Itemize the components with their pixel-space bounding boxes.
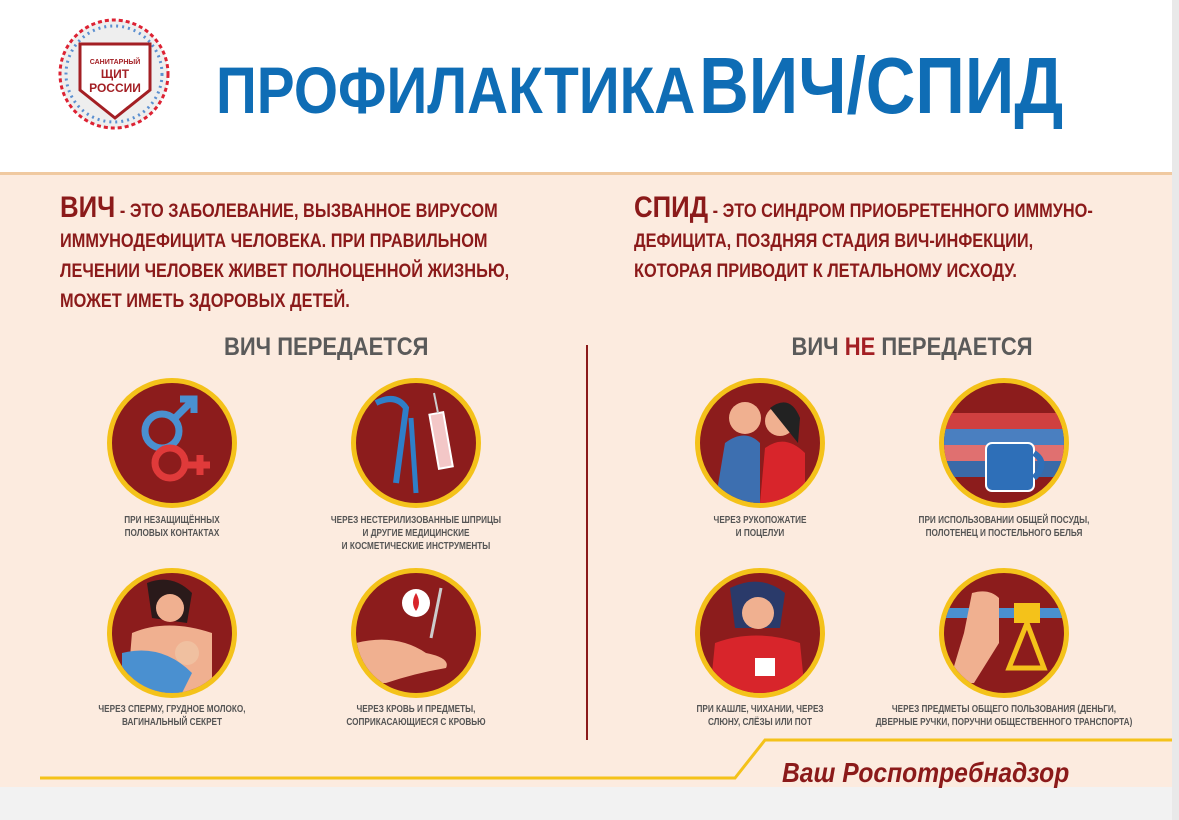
caption: ЧЕРЕЗ ПРЕДМЕТЫ ОБЩЕГО ПОЛЬЗОВАНИЯ (ДЕНЬГ… [873, 703, 1135, 729]
def-line: МОЖЕТ ИМЕТЬ ЗДОРОВЫХ ДЕТЕЙ. [60, 291, 350, 312]
caption-line: И ДРУГИЕ МЕДИЦИНСКИЕ [362, 528, 470, 539]
svg-text:ЩИТ: ЩИТ [101, 67, 130, 81]
caption-line: ДВЕРНЫЕ РУЧКИ, ПОРУЧНИ ОБЩЕСТВЕННОГО ТРА… [875, 717, 1133, 728]
transmitted-heading: ВИЧ ПЕРЕДАЕТСЯ [223, 333, 429, 361]
caption: ПРИ КАШЛЕ, ЧИХАНИИ, ЧЕРЕЗ СЛЮНУ, СЛЁЗЫ ИЛ… [645, 703, 875, 729]
caption-line: ПРИ КАШЛЕ, ЧИХАНИИ, ЧЕРЕЗ [696, 704, 824, 715]
def-line: ИММУНОДЕФИЦИТА ЧЕЛОВЕКА. ПРИ ПРАВИЛЬНОМ [60, 231, 488, 252]
def-line: - ЭТО СИНДРОМ ПРИОБРЕТЕННОГО ИММУНО- [712, 201, 1093, 222]
caption: ПРИ НЕЗАЩИЩЁННЫХ ПОЛОВЫХ КОНТАКТАХ [57, 514, 287, 540]
svg-text:САНИТАРНЫЙ: САНИТАРНЫЙ [90, 57, 141, 66]
def-line: - ЭТО ЗАБОЛЕВАНИЕ, ВЫЗВАННОЕ ВИРУСОМ [119, 201, 498, 222]
blood-drop-hand-icon [351, 568, 481, 698]
caption-line: ПОЛОТЕНЕЦ И ПОСТЕЛЬНОГО БЕЛЬЯ [925, 528, 1083, 539]
svg-text:РОССИИ: РОССИИ [89, 81, 141, 95]
caption-line: ЧЕРЕЗ РУКОПОЖАТИЕ [713, 515, 807, 526]
caption-line: ПОЛОВЫХ КОНТАКТАХ [124, 528, 220, 539]
caption-line: И КОСМЕТИЧЕСКИЕ ИНСТРУМЕНТЫ [341, 541, 491, 552]
title-part2: ВИЧ/СПИД [699, 41, 1064, 130]
not-transmitted-heading: ВИЧ НЕ ПЕРЕДАЕТСЯ [791, 333, 1032, 362]
hiv-definition: ВИЧ - ЭТО ЗАБОЛЕВАНИЕ, ВЫЗВАННОЕ ВИРУСОМ… [60, 193, 509, 317]
syringe-instruments-icon [351, 378, 481, 508]
caption-line: ЧЕРЕЗ КРОВЬ И ПРЕДМЕТЫ, [356, 704, 476, 715]
caption-line: ЧЕРЕЗ ПРЕДМЕТЫ ОБЩЕГО ПОЛЬЗОВАНИЯ (ДЕНЬГ… [891, 704, 1117, 715]
def-line: ДЕФИЦИТА, ПОЗДНЯЯ СТАДИЯ ВИЧ-ИНФЕКЦИИ, [634, 231, 1034, 252]
breastfeeding-icon [107, 568, 237, 698]
caption: ЧЕРЕЗ КРОВЬ И ПРЕДМЕТЫ, СОПРИКАСАЮЩИЕСЯ С… [301, 703, 531, 729]
aids-definition: СПИД - ЭТО СИНДРОМ ПРИОБРЕТЕННОГО ИММУНО… [634, 193, 1093, 287]
sanitary-shield-logo: САНИТАРНЫЙ ЩИТ РОССИИ [47, 18, 182, 130]
kissing-couple-icon [695, 378, 825, 508]
def-line: КОТОРАЯ ПРИВОДИТ К ЛЕТАЛЬНОМУ ИСХОДУ. [634, 261, 1017, 282]
heading-part: ПЕРЕДАЕТСЯ [881, 333, 1033, 361]
brand-signature: Ваш Роспотребнадзор [782, 757, 1070, 788]
coughing-woman-icon [695, 568, 825, 698]
caption-line: ЧЕРЕЗ НЕСТЕРИЛИЗОВАННЫЕ ШПРИЦЫ [330, 515, 502, 526]
caption: ЧЕРЕЗ СПЕРМУ, ГРУДНОЕ МОЛОКО, ВАГИНАЛЬНЫЙ… [57, 703, 287, 729]
title-part1: ПРОФИЛАКТИКА [216, 53, 696, 127]
page-title: ПРОФИЛАКТИКА ВИЧ/СПИД [216, 40, 1063, 132]
column-divider [586, 345, 588, 740]
caption-line: ВАГИНАЛЬНЫЙ СЕКРЕТ [121, 717, 223, 728]
yellow-accent-line [40, 738, 1172, 780]
caption: ЧЕРЕЗ РУКОПОЖАТИЕ И ПОЦЕЛУИ [645, 514, 875, 540]
caption-line: СОПРИКАСАЮЩИЕСЯ С КРОВЬЮ [346, 717, 486, 728]
hiv-key: ВИЧ [60, 191, 116, 224]
mug-towels-icon [939, 378, 1069, 508]
caption: ПРИ ИСПОЛЬЗОВАНИИ ОБЩЕЙ ПОСУДЫ, ПОЛОТЕНЕЦ… [889, 514, 1119, 540]
gender-symbols-icon [107, 378, 237, 508]
caption-line: ПРИ НЕЗАЩИЩЁННЫХ [124, 515, 220, 526]
handrail-grip-icon [939, 568, 1069, 698]
caption-line: И ПОЦЕЛУИ [735, 528, 785, 539]
caption: ЧЕРЕЗ НЕСТЕРИЛИЗОВАННЫЕ ШПРИЦЫ И ДРУГИЕ М… [301, 514, 531, 553]
caption-line: ЧЕРЕЗ СПЕРМУ, ГРУДНОЕ МОЛОКО, [98, 704, 246, 715]
caption-line: ПРИ ИСПОЛЬЗОВАНИИ ОБЩЕЙ ПОСУДЫ, [918, 515, 1090, 526]
def-line: ЛЕЧЕНИИ ЧЕЛОВЕК ЖИВЕТ ПОЛНОЦЕННОЙ ЖИЗНЬЮ… [60, 261, 510, 282]
aids-key: СПИД [634, 191, 709, 224]
header: САНИТАРНЫЙ ЩИТ РОССИИ ПРОФИЛАКТИКА ВИЧ/С… [0, 0, 1172, 172]
heading-ne: НЕ [844, 333, 876, 361]
page-edge [1172, 0, 1179, 820]
heading-part: ВИЧ [791, 333, 839, 361]
caption-line: СЛЮНУ, СЛЁЗЫ ИЛИ ПОТ [707, 717, 813, 728]
